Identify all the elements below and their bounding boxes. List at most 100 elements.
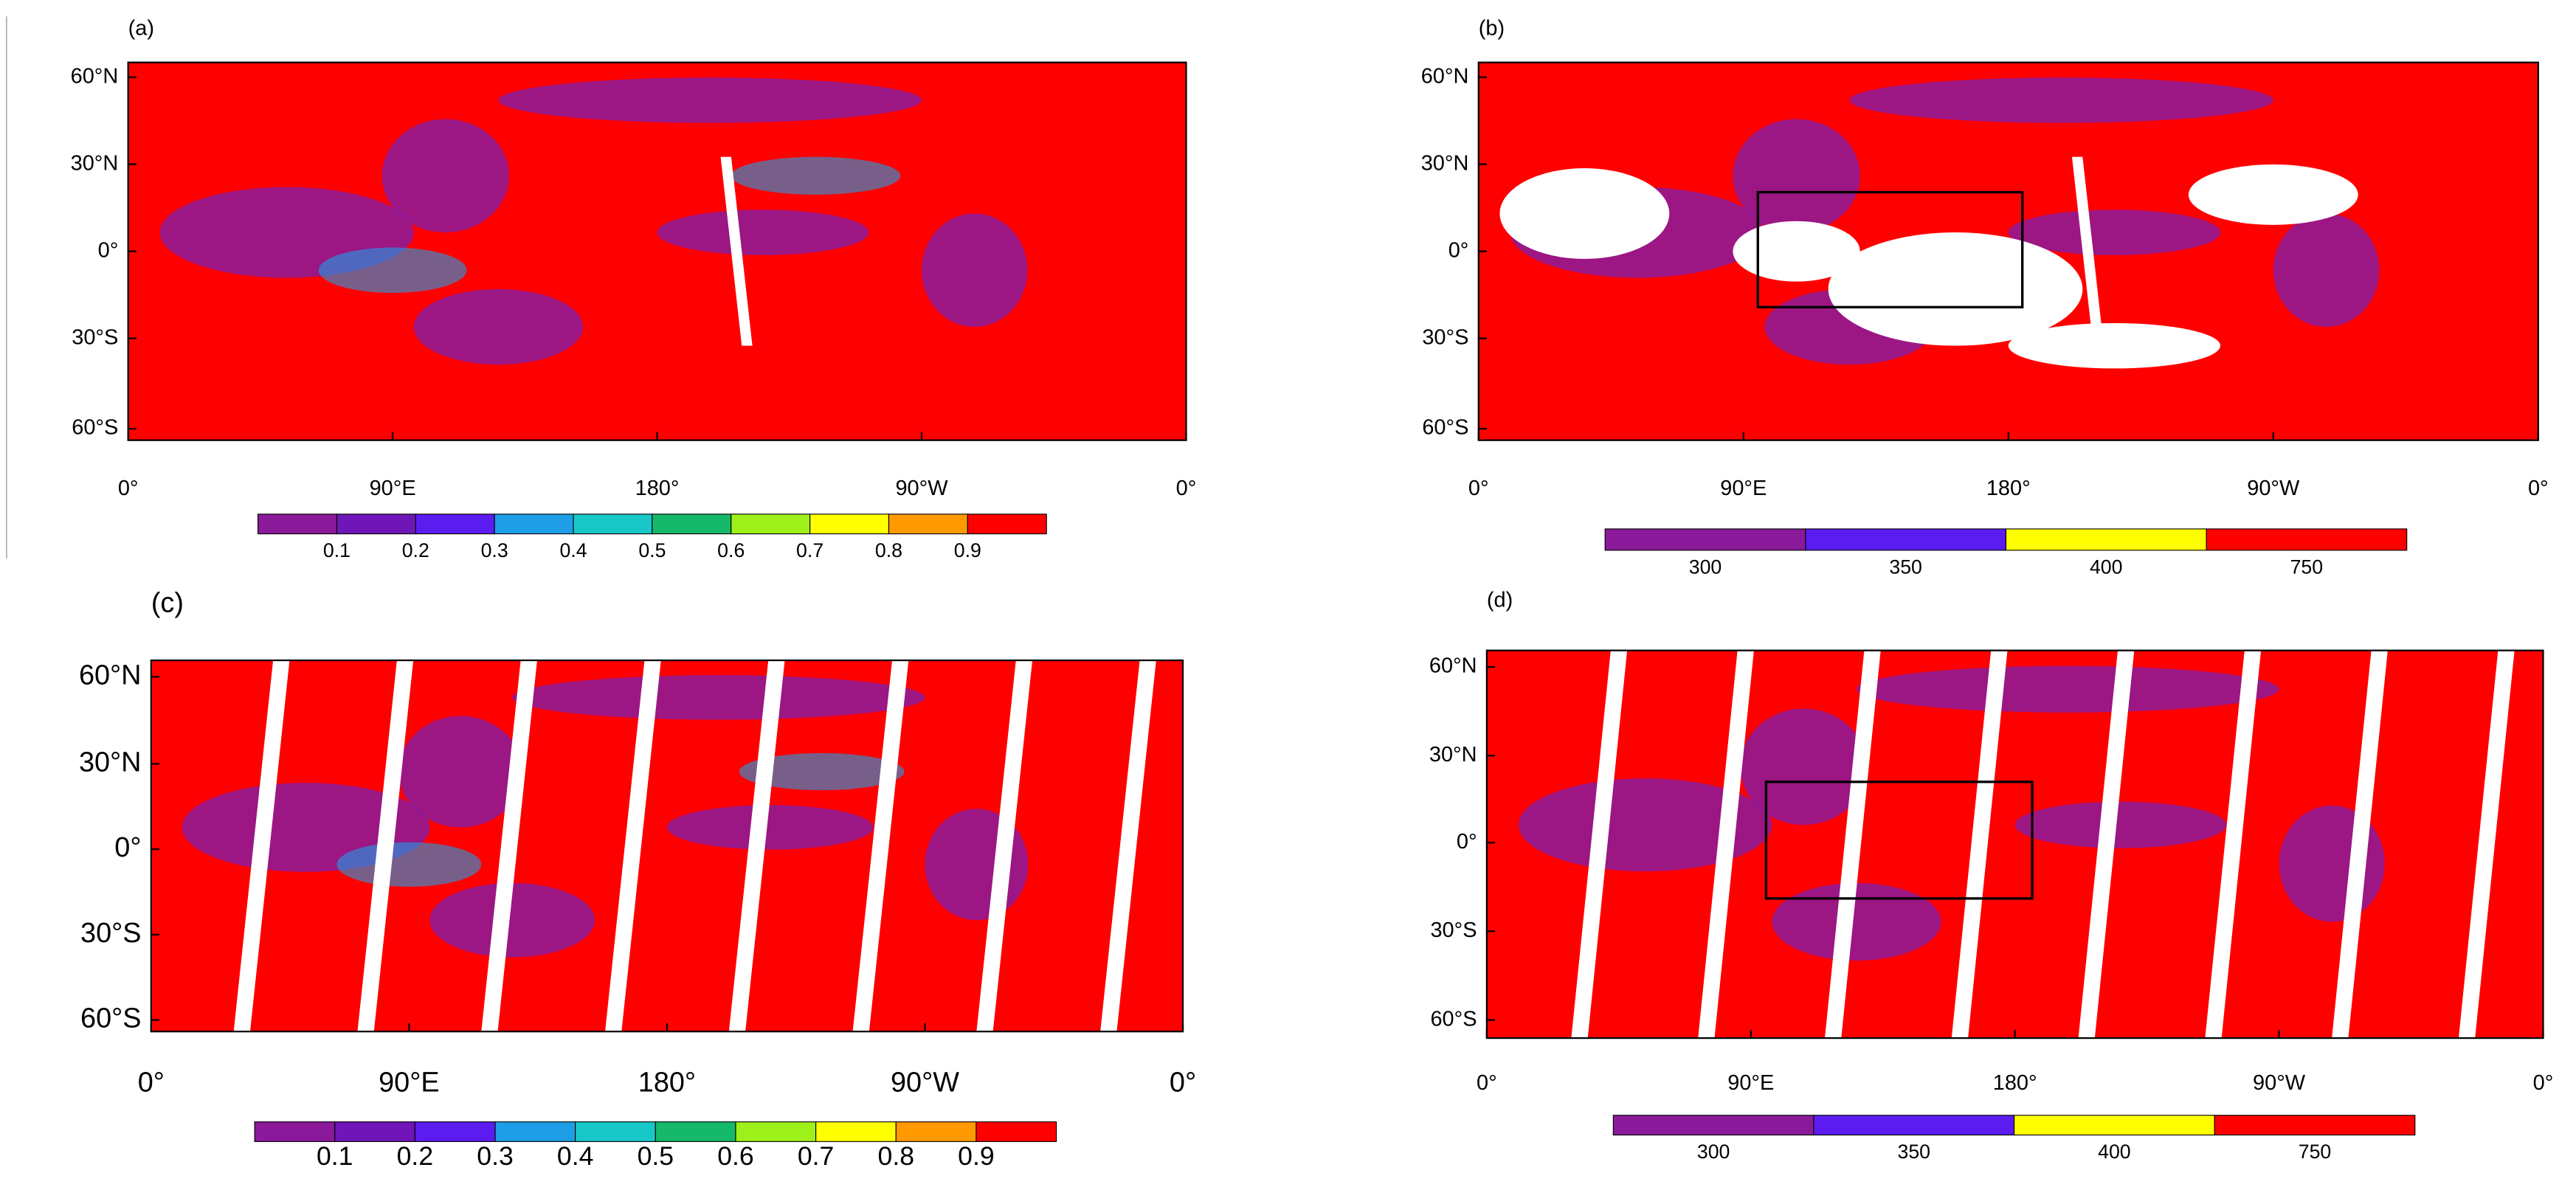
map-gap	[2008, 322, 2220, 369]
map-patch	[1518, 778, 1772, 872]
x-tick-label: 180°	[1993, 1071, 2037, 1095]
x-tick-label: 0°	[1468, 477, 1489, 500]
swath-gap	[852, 660, 909, 1032]
map-gap	[1828, 232, 2083, 346]
map-patch	[1856, 665, 2279, 713]
colorbar-label: 0.1	[323, 539, 351, 561]
swath-gap	[2458, 650, 2515, 1039]
map-patch	[1740, 708, 1868, 826]
colorbar-label: 0.7	[798, 1141, 835, 1171]
colorbar-box	[254, 1121, 336, 1142]
y-tick-label: 60°S	[1430, 1007, 1477, 1031]
map-patch	[657, 210, 869, 255]
colorbar-label: 750	[2290, 556, 2324, 578]
y-tick-label: 60°S	[72, 416, 118, 440]
colorbar-label: 0.9	[954, 539, 981, 561]
map-patch	[429, 882, 595, 958]
swath-gap	[357, 660, 414, 1032]
swath-gap	[2071, 156, 2104, 346]
colorbar-label: 0.8	[875, 539, 902, 561]
colorbar-label: 300	[1689, 556, 1722, 578]
x-tick-label: 90°E	[1727, 1071, 1774, 1095]
colorbar-label: 0.6	[717, 1141, 754, 1171]
x-tick-label: 90°E	[379, 1067, 439, 1098]
colorbar-label: 0.4	[557, 1141, 594, 1171]
swath-gap	[1571, 650, 1628, 1039]
x-tick-label: 0°	[138, 1067, 165, 1098]
swath-gap	[976, 660, 1033, 1032]
colorbar-box	[415, 513, 495, 535]
colorbar-box	[731, 513, 811, 535]
map-patch	[1772, 882, 1941, 961]
colorbar-box	[1805, 528, 2006, 551]
colorbar-label: 0.1	[317, 1141, 353, 1171]
colorbar-box	[494, 1121, 576, 1142]
colorbar-label: 0.3	[481, 539, 508, 561]
y-tick-label: 60°N	[71, 64, 119, 88]
map-patch	[398, 716, 523, 828]
colorbar-box	[895, 1121, 977, 1142]
swath-gap	[481, 660, 537, 1032]
y-tick-label: 30°S	[72, 325, 118, 349]
x-tick-label: 90°E	[1720, 477, 1767, 500]
colorbar-box	[809, 513, 890, 535]
swath-gap	[2078, 650, 2135, 1039]
y-tick-label: 60°N	[1429, 654, 1477, 678]
colorbar-box	[494, 513, 574, 535]
x-tick-label: 0°	[1170, 1067, 1196, 1098]
colorbar-box	[976, 1121, 1057, 1142]
y-tick-label: 30°N	[71, 151, 119, 175]
map-patch	[336, 842, 482, 887]
colorbar-box	[575, 1121, 656, 1142]
x-tick-label: 0°	[1176, 477, 1197, 500]
colorbar-box	[2005, 528, 2207, 551]
map-patch	[318, 247, 467, 293]
map-patch	[381, 119, 509, 233]
map-patch	[739, 752, 905, 791]
map-patch	[2273, 213, 2380, 328]
colorbar-box	[888, 513, 968, 535]
colorbar-box	[2214, 1115, 2416, 1136]
swath-gap	[233, 660, 290, 1032]
y-tick-label: 30°S	[1430, 918, 1477, 942]
y-tick-label: 60°S	[1422, 416, 1468, 440]
colorbar-label: 0.2	[402, 539, 429, 561]
colorbar-label: 0.5	[638, 539, 666, 561]
region-box	[1764, 781, 2034, 900]
x-tick-label: 0°	[2533, 1071, 2554, 1095]
colorbar-label: 0.6	[717, 539, 745, 561]
swath-gap	[1824, 650, 1881, 1039]
swath-gap	[1698, 650, 1754, 1039]
colorbar-box	[414, 1121, 496, 1142]
map-patch	[512, 675, 925, 720]
colorbar-label: 0.4	[559, 539, 587, 561]
x-tick-label: 90°E	[370, 477, 416, 500]
colorbar-label: 0.8	[878, 1141, 915, 1171]
x-tick-label: 90°W	[891, 1067, 959, 1098]
swath-gap	[1100, 660, 1156, 1032]
swath-gap	[1951, 650, 2008, 1039]
y-tick-label: 60°S	[80, 1003, 141, 1034]
colorbar-label: 0.7	[796, 539, 823, 561]
colorbar-box	[1813, 1115, 2015, 1136]
colorbar-box	[1612, 1115, 1814, 1136]
y-tick-label: 60°N	[1421, 64, 1469, 88]
colorbar-label: 300	[1697, 1141, 1730, 1163]
x-tick-label: 90°W	[895, 477, 948, 500]
swath-gap	[2205, 650, 2262, 1039]
map-patch	[666, 805, 874, 850]
x-tick-label: 180°	[638, 1067, 696, 1098]
colorbar-label: 350	[1897, 1141, 1930, 1163]
swath-gap	[605, 660, 661, 1032]
colorbar-label: 750	[2299, 1141, 2332, 1163]
colorbar-box	[257, 513, 337, 535]
map-patch	[2014, 801, 2226, 848]
map-patch	[498, 77, 922, 123]
colorbar-box	[655, 1121, 736, 1142]
colorbar-label: 0.2	[397, 1141, 434, 1171]
x-tick-label: 90°W	[2253, 1071, 2306, 1095]
colorbar-label: 350	[1889, 556, 1922, 578]
colorbar-box	[1604, 528, 1806, 551]
panel-label: (b)	[1479, 17, 1505, 41]
